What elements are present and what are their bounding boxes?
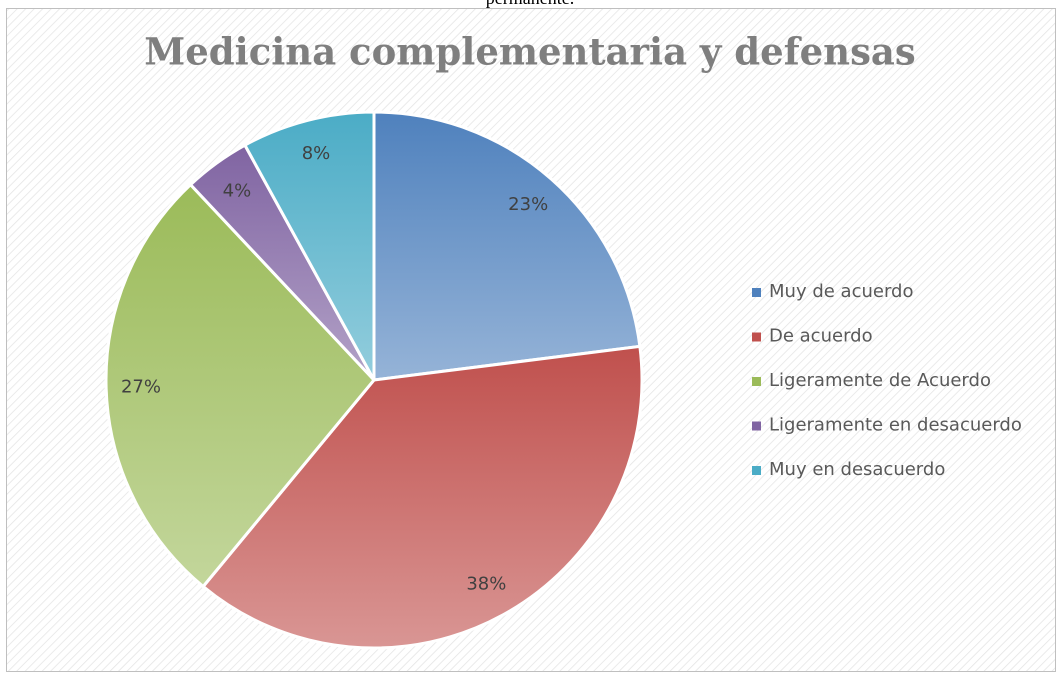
caption: permanente. [486, 0, 574, 8]
legend-label: Muy de acuerdo [769, 281, 913, 302]
legend-marker [752, 288, 761, 297]
legend-marker [752, 466, 761, 475]
data-label: 27% [121, 376, 161, 397]
legend-label: Ligeramente de Acuerdo [769, 370, 991, 391]
legend-marker [752, 377, 761, 386]
data-label: 4% [223, 180, 252, 201]
slice [242, 110, 376, 381]
legend-marker [752, 421, 761, 431]
pie: 23% 38% 27% 4% 8% [104, 110, 644, 650]
legend-marker [752, 332, 761, 342]
slice [372, 110, 642, 382]
slice [201, 344, 644, 650]
chart-title: Medicina complementaria y defensas [144, 30, 915, 74]
slice [104, 182, 376, 589]
legend-label: De acuerdo [769, 326, 873, 347]
data-label: 23% [508, 194, 548, 215]
legend-label: Ligeramente en desacuerdo [769, 415, 1022, 436]
data-label: 38% [466, 573, 506, 594]
legend-label: Muy en desacuerdo [769, 459, 945, 480]
legend: Muy de acuerdo De acuerdo Ligeramente de A… [752, 281, 1022, 480]
data-label: 8% [302, 143, 331, 164]
